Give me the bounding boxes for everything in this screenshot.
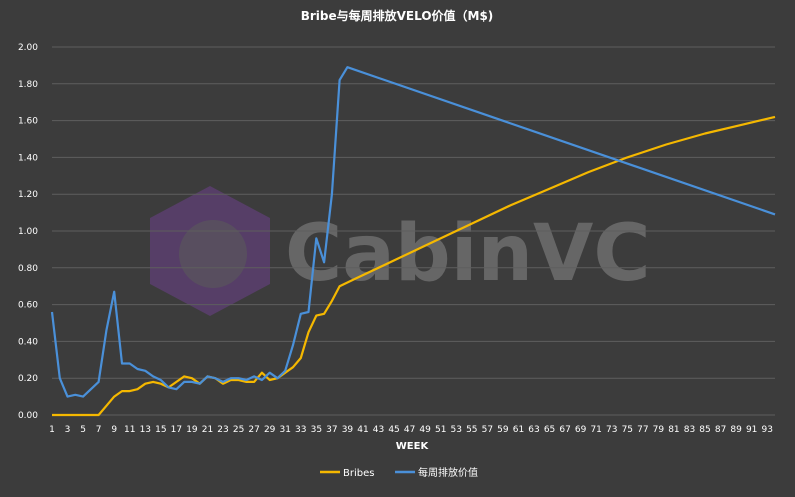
x-tick-label: 9 — [111, 425, 117, 435]
x-tick-label: 87 — [715, 425, 726, 435]
grid — [52, 46, 775, 416]
x-tick-label: 3 — [65, 425, 71, 435]
x-axis-label: WEEK — [396, 441, 430, 452]
x-tick-label: 65 — [544, 425, 555, 435]
x-tick-label: 5 — [80, 425, 86, 435]
y-tick-label: 1.80 — [18, 80, 38, 90]
series-lines — [50, 66, 776, 417]
x-tick-label: 23 — [217, 425, 228, 435]
series-line-emission-value — [50, 66, 776, 398]
x-tick-label: 83 — [684, 425, 695, 435]
legend: Bribes 每周排放价值 — [320, 466, 478, 479]
y-tick-label: 1.00 — [18, 227, 38, 237]
x-tick-label: 67 — [559, 425, 570, 435]
y-axis-ticks: 0.00 0.20 0.40 0.60 0.80 1.00 1.20 1.40 1.60 1.80… — [18, 43, 38, 421]
legend-label: 每周排放价值 — [418, 466, 478, 479]
x-axis-ticks: 1 3 5 7 9 11 13 15 17 19 21 23 25 27 29 31 33 35 37 39 41 43 4… — [49, 425, 773, 435]
x-tick-label: 91 — [746, 425, 757, 435]
x-tick-label: 79 — [653, 425, 665, 435]
y-tick-label: 1.20 — [18, 190, 38, 200]
x-tick-label: 25 — [233, 425, 244, 435]
x-tick-label: 73 — [606, 425, 617, 435]
x-tick-label: 41 — [357, 425, 368, 435]
y-tick-label: 0.60 — [18, 301, 38, 311]
x-tick-label: 13 — [140, 425, 151, 435]
series-line-bribes — [52, 115, 776, 417]
x-tick-label: 33 — [295, 425, 306, 435]
x-tick-label: 93 — [761, 425, 772, 435]
x-tick-label: 89 — [730, 425, 742, 435]
x-tick-label: 57 — [482, 425, 493, 435]
x-tick-label: 61 — [513, 425, 524, 435]
x-tick-label: 11 — [124, 425, 135, 435]
x-tick-label: 47 — [404, 425, 415, 435]
x-tick-label: 49 — [419, 425, 431, 435]
y-tick-label: 1.60 — [18, 117, 38, 127]
x-tick-label: 59 — [497, 425, 509, 435]
x-tick-label: 75 — [622, 425, 633, 435]
x-tick-label: 51 — [435, 425, 446, 435]
x-tick-label: 17 — [171, 425, 182, 435]
x-tick-label: 37 — [326, 425, 337, 435]
x-tick-label: 45 — [388, 425, 399, 435]
x-tick-label: 85 — [699, 425, 710, 435]
legend-label: Bribes — [343, 468, 374, 479]
y-tick-label: 0.80 — [18, 264, 38, 274]
x-tick-label: 39 — [342, 425, 354, 435]
y-tick-label: 0.00 — [18, 411, 38, 421]
y-tick-label: 0.40 — [18, 337, 38, 347]
watermark: CabinVC — [150, 186, 651, 316]
chart-title: Bribe与每周排放VELO价值（M$) — [301, 8, 494, 23]
x-tick-label: 53 — [451, 425, 462, 435]
x-tick-label: 1 — [49, 425, 55, 435]
x-tick-label: 71 — [590, 425, 601, 435]
x-tick-label: 7 — [96, 425, 102, 435]
x-tick-label: 19 — [186, 425, 198, 435]
x-tick-label: 35 — [311, 425, 322, 435]
x-tick-label: 31 — [279, 425, 290, 435]
x-tick-label: 15 — [155, 425, 166, 435]
x-tick-label: 55 — [466, 425, 477, 435]
x-tick-label: 81 — [668, 425, 679, 435]
x-tick-label: 27 — [248, 425, 259, 435]
x-tick-label: 77 — [637, 425, 648, 435]
x-tick-label: 21 — [202, 425, 213, 435]
x-tick-label: 63 — [528, 425, 539, 435]
y-tick-label: 1.40 — [18, 153, 38, 163]
x-tick-label: 43 — [373, 425, 384, 435]
y-tick-label: 0.20 — [18, 374, 38, 384]
x-tick-label: 29 — [264, 425, 276, 435]
x-tick-label: 69 — [575, 425, 587, 435]
cabin-logo-inner-icon — [179, 220, 247, 288]
y-tick-label: 2.00 — [18, 43, 38, 53]
